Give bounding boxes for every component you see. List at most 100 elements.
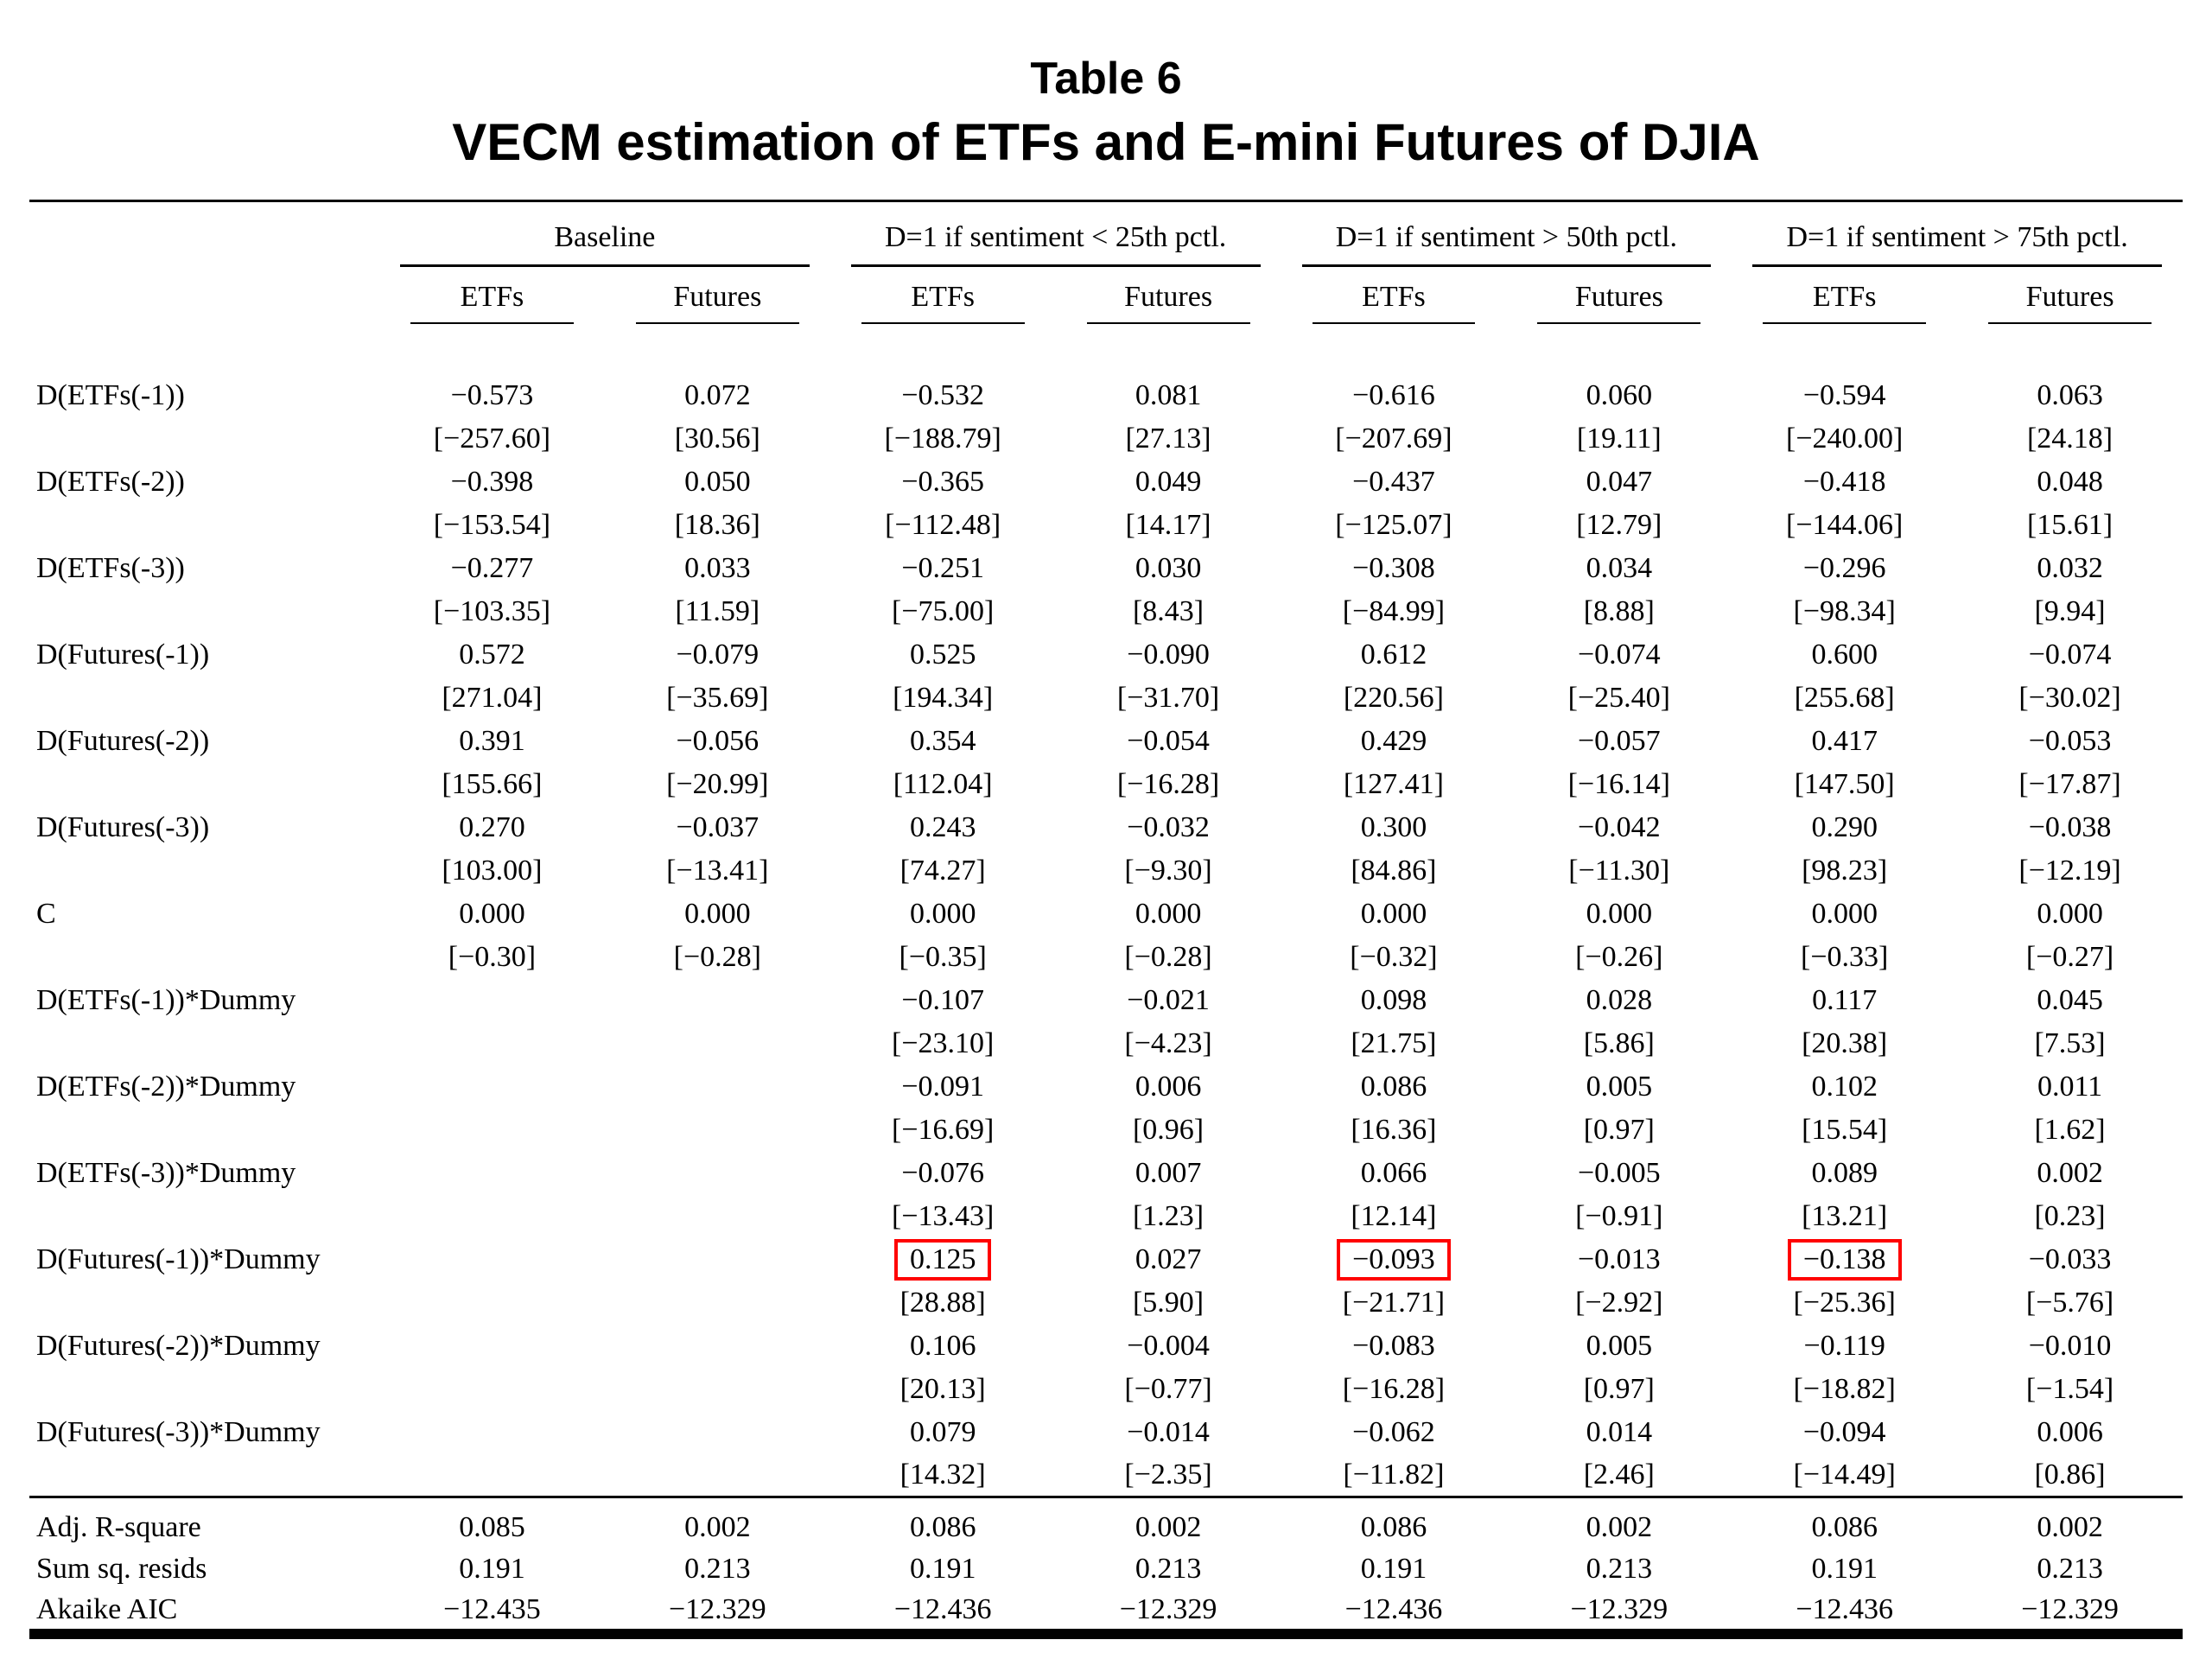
cell: [−0.28] bbox=[1056, 936, 1281, 979]
cell: 0.033 bbox=[605, 547, 830, 590]
value: −0.074 bbox=[2028, 638, 2112, 671]
cell: [16.36] bbox=[1281, 1109, 1507, 1152]
cell: [0.97] bbox=[1506, 1109, 1732, 1152]
coef-value-row: D(ETFs(-2))*Dummy −0.091 0.006 0.086 0.005 0.… bbox=[29, 1065, 2183, 1109]
cell: [127.41] bbox=[1281, 763, 1507, 806]
value: [12.14] bbox=[1351, 1199, 1437, 1232]
coef-value-row: D(Futures(-2))*Dummy 0.106 −0.004 −0.083 0.0… bbox=[29, 1325, 2183, 1368]
cell: [−17.87] bbox=[1957, 763, 2183, 806]
cell: 0.063 bbox=[1957, 374, 2183, 417]
cell: −0.594 bbox=[1732, 374, 1957, 417]
cell: 0.079 bbox=[830, 1411, 1056, 1454]
cell bbox=[605, 1109, 830, 1152]
cell: [112.04] bbox=[830, 763, 1056, 806]
subheader-cell: ETFs bbox=[1732, 267, 1957, 324]
cell: 0.525 bbox=[830, 633, 1056, 677]
row-label-empty bbox=[29, 1022, 379, 1065]
cell: [−25.40] bbox=[1506, 677, 1732, 720]
value: −0.014 bbox=[1127, 1415, 1210, 1448]
cell: −0.062 bbox=[1281, 1411, 1507, 1454]
value: [−11.82] bbox=[1343, 1459, 1445, 1491]
cell: 0.005 bbox=[1506, 1065, 1732, 1109]
cell: 0.000 bbox=[1506, 893, 1732, 936]
cell: 0.125 bbox=[830, 1238, 1056, 1281]
value: [−25.40] bbox=[1567, 681, 1670, 714]
subheader-etfs: ETFs bbox=[1312, 267, 1476, 324]
cell bbox=[379, 1109, 605, 1152]
value: −0.033 bbox=[2028, 1243, 2112, 1275]
cell: −0.616 bbox=[1281, 374, 1507, 417]
cell: −0.308 bbox=[1281, 547, 1507, 590]
tstat-row: [−16.69] [0.96] [16.36] [0.97] [15.54] [1.62] bbox=[29, 1109, 2183, 1152]
value: −12.436 bbox=[1796, 1592, 1894, 1625]
value: −0.074 bbox=[1577, 638, 1661, 671]
value: [14.17] bbox=[1125, 508, 1211, 541]
cell: [−0.32] bbox=[1281, 936, 1507, 979]
value: [−207.69] bbox=[1335, 422, 1452, 454]
cell bbox=[605, 979, 830, 1022]
cell: [5.90] bbox=[1056, 1281, 1281, 1325]
cell: [−35.69] bbox=[605, 677, 830, 720]
cell: 0.191 bbox=[830, 1548, 1056, 1591]
cell: 0.030 bbox=[1056, 547, 1281, 590]
cell: [15.61] bbox=[1957, 504, 2183, 547]
value: 0.027 bbox=[1135, 1243, 1202, 1275]
cell: 0.117 bbox=[1732, 979, 1957, 1022]
cell: 0.050 bbox=[605, 461, 830, 504]
value: [19.11] bbox=[1576, 422, 1662, 454]
cell: −0.090 bbox=[1056, 633, 1281, 677]
value: 0.000 bbox=[1811, 897, 1878, 930]
value: [−5.76] bbox=[2025, 1286, 2114, 1319]
value: [0.97] bbox=[1583, 1372, 1655, 1405]
cell: [271.04] bbox=[379, 677, 605, 720]
group-header-cell: D=1 if sentiment < 25th pctl. bbox=[830, 200, 1281, 267]
cell bbox=[605, 1281, 830, 1325]
coef-value-row: D(ETFs(-3))*Dummy −0.076 0.007 0.066 −0.005 0… bbox=[29, 1152, 2183, 1195]
highlighted-value: −0.138 bbox=[1787, 1238, 1902, 1281]
cell: [−16.14] bbox=[1506, 763, 1732, 806]
value: [9.94] bbox=[2034, 594, 2106, 627]
group-header-empty-cell bbox=[29, 200, 379, 267]
value: [−144.06] bbox=[1786, 508, 1904, 541]
row-label: D(Futures(-2)) bbox=[36, 724, 210, 757]
cell: [30.56] bbox=[605, 417, 830, 461]
cell: [27.13] bbox=[1056, 417, 1281, 461]
cell: [−18.82] bbox=[1732, 1368, 1957, 1411]
subheader-futures: Futures bbox=[1537, 267, 1701, 324]
stats-body: Adj. R-square 0.085 0.002 0.086 0.002 0.086 0.… bbox=[29, 1496, 2183, 1634]
cell: [−75.00] bbox=[830, 590, 1056, 633]
cell bbox=[379, 1238, 605, 1281]
cell: 0.086 bbox=[830, 1496, 1056, 1548]
subheader-cell: Futures bbox=[1957, 267, 2183, 324]
cell bbox=[605, 1411, 830, 1454]
vecm-table: Baseline D=1 if sentiment < 25th pctl. D… bbox=[29, 199, 2183, 1639]
group-header-cell: D=1 if sentiment > 50th pctl. bbox=[1281, 200, 1732, 267]
cell: 0.086 bbox=[1732, 1496, 1958, 1548]
cell: [−2.35] bbox=[1056, 1454, 1281, 1497]
cell: [−1.54] bbox=[1957, 1368, 2183, 1411]
cell: [−11.82] bbox=[1281, 1454, 1507, 1497]
row-label: D(ETFs(-1)) bbox=[36, 378, 185, 411]
value: [194.34] bbox=[893, 681, 994, 714]
cell: −0.076 bbox=[830, 1152, 1056, 1195]
value: [0.86] bbox=[2034, 1459, 2106, 1491]
coef-value-row: D(ETFs(-1))*Dummy −0.107 −0.021 0.098 0.028 0… bbox=[29, 979, 2183, 1022]
cell: [−4.23] bbox=[1056, 1022, 1281, 1065]
coef-value-row: D(ETFs(-3)) −0.277 0.033 −0.251 0.030 −0.308 0… bbox=[29, 547, 2183, 590]
row-label: Adj. R-square bbox=[29, 1496, 379, 1548]
cell: 0.191 bbox=[379, 1548, 605, 1591]
value: −0.010 bbox=[2028, 1329, 2112, 1362]
value: 0.079 bbox=[909, 1415, 976, 1448]
cell: 0.213 bbox=[1506, 1548, 1732, 1591]
tstat-row: [−13.43] [1.23] [12.14] [−0.91] [13.21] [0.23… bbox=[29, 1195, 2183, 1238]
value: 0.290 bbox=[1811, 810, 1878, 843]
value: 0.300 bbox=[1360, 810, 1427, 843]
cell: 0.034 bbox=[1506, 547, 1732, 590]
coef-value-row: D(Futures(-2)) 0.391 −0.056 0.354 −0.054 0.42… bbox=[29, 720, 2183, 763]
value: 0.086 bbox=[1360, 1510, 1427, 1543]
value: [271.04] bbox=[442, 681, 543, 714]
value: 0.086 bbox=[909, 1510, 976, 1543]
cell: 0.429 bbox=[1281, 720, 1507, 763]
value: [1.62] bbox=[2034, 1113, 2106, 1146]
value: 0.063 bbox=[2037, 378, 2103, 411]
